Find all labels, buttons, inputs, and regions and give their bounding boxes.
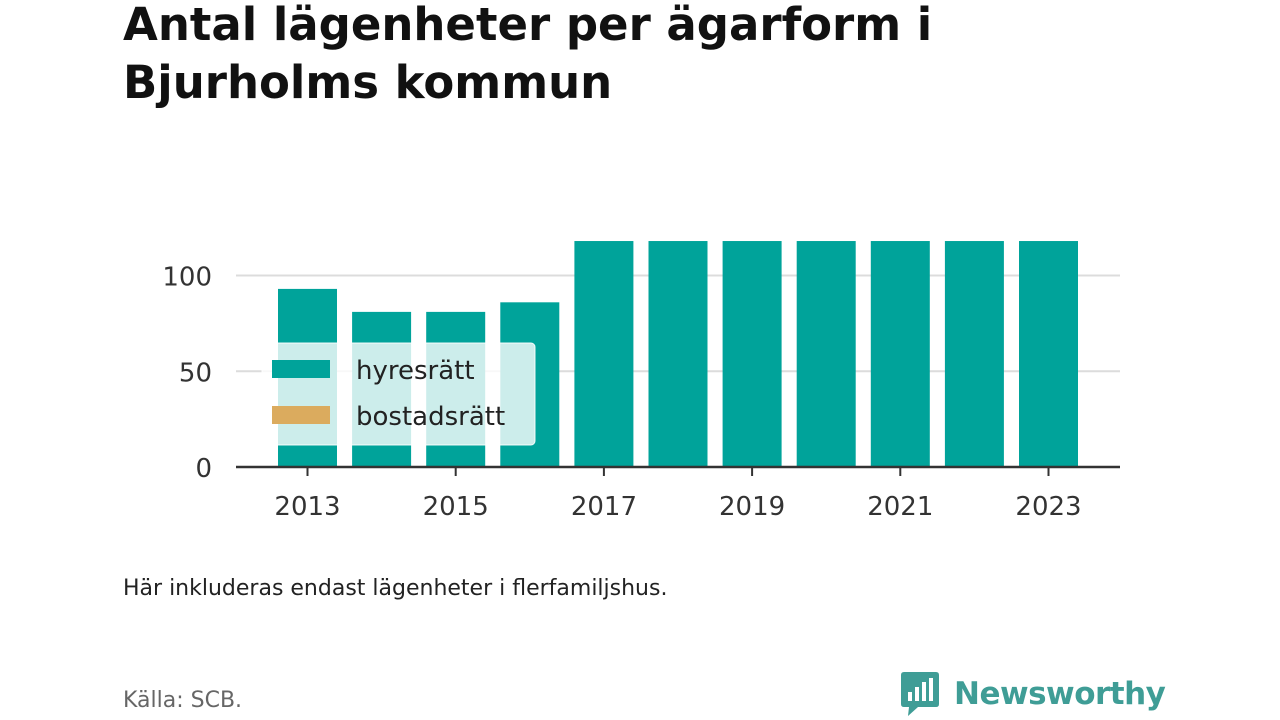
brand-name: Newsworthy [954, 676, 1166, 712]
legend-swatch-hyresrätt [272, 360, 330, 378]
y-tick-label: 100 [162, 263, 212, 293]
x-tick-label: 2019 [719, 492, 785, 522]
axes: 0 50 100 2013 2015 2017 2019 2021 2023 [162, 263, 1120, 522]
legend-swatch-bostadsrätt [272, 406, 330, 424]
bar-hyresrätt-2017 [574, 241, 634, 467]
x-tick-label: 2017 [571, 492, 637, 522]
bar-hyresrätt-2022 [944, 241, 1004, 467]
chart-title: Antal lägenheter per ägarform i Bjurholm… [123, 0, 933, 109]
bar-hyresrätt-2023 [1019, 241, 1078, 467]
x-tick-label: 2015 [423, 492, 489, 522]
legend-label: hyresrätt [356, 356, 475, 386]
chart-note: Här inkluderas endast lägenheter i flerf… [123, 576, 668, 601]
bar-hyresrätt-2021 [870, 241, 930, 467]
y-tick-label: 50 [179, 358, 212, 388]
brand-logo: Newsworthy [900, 668, 1166, 720]
x-tick-label: 2013 [274, 492, 340, 522]
y-tick-label: 0 [195, 454, 212, 484]
x-tick-label: 2021 [867, 492, 933, 522]
legend-box [261, 342, 536, 446]
bar-hyresrätt-2019 [722, 241, 782, 467]
newsworthy-logo-icon [901, 672, 939, 716]
bar-hyresrätt-2018 [648, 241, 708, 467]
x-tick-label: 2023 [1015, 492, 1081, 522]
chart-source: Källa: SCB. [123, 688, 243, 713]
bar-hyresrätt-2020 [796, 241, 856, 467]
legend-label: bostadsrätt [356, 402, 505, 432]
legend: hyresrätt bostadsrätt [261, 342, 536, 446]
